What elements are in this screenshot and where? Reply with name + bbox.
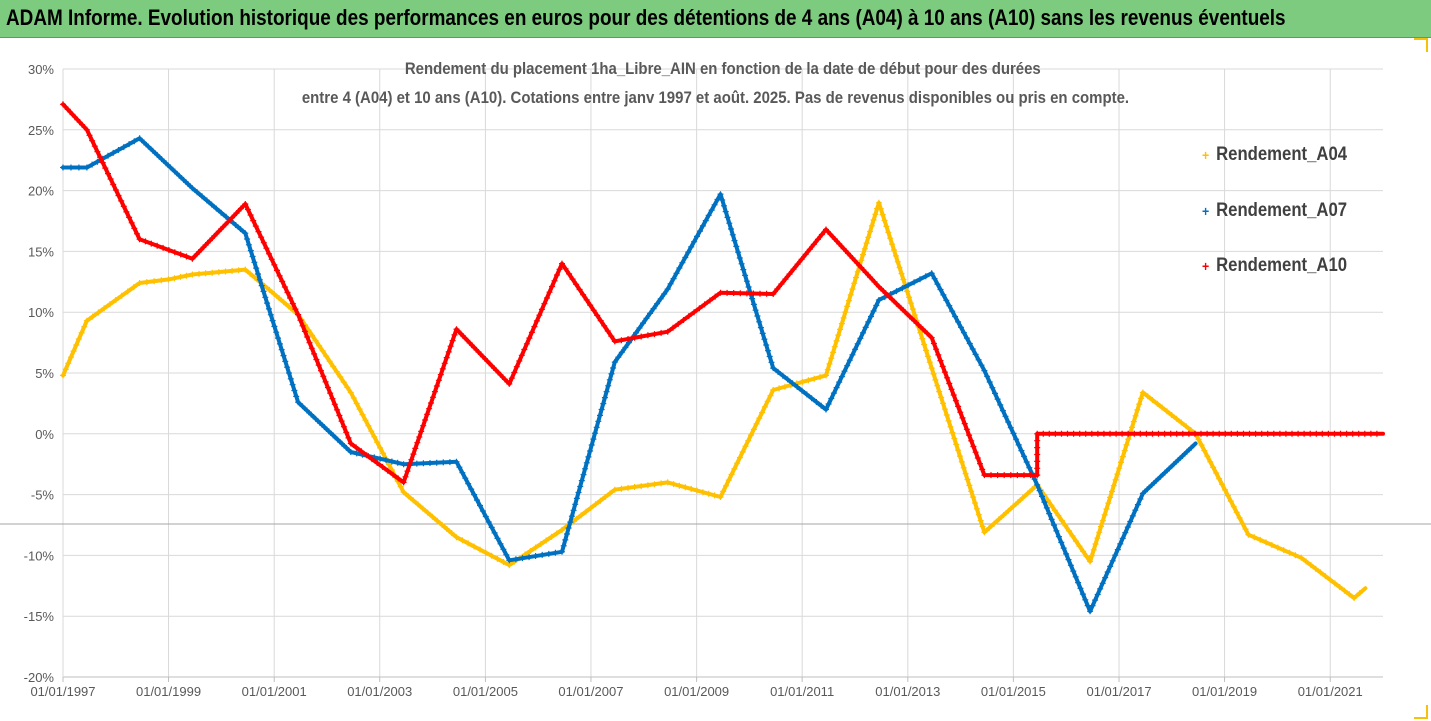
report-title: ADAM Informe. Evolution historique des p… [6,5,1286,30]
legend-item-a04: + Rendement_A04 [1202,144,1347,166]
y-tick-label: 15% [28,244,54,259]
legend-item-a10: + Rendement_A10 [1202,255,1347,277]
x-tick-label: 01/01/2011 [770,684,834,699]
y-tick-label: -10% [24,548,55,563]
line-chart: 30% 25% 20% 15% 10% 5% 0% -5% -10% -15% -20% 01/01… [0,62,1431,699]
x-tick-label: 01/01/2005 [453,684,518,699]
y-tick-label: 10% [28,305,54,320]
series-line-rendement-a07 [61,136,1198,614]
chart-title-line-1: Rendement du placement 1ha_Libre_AIN en … [404,59,1041,78]
legend-label-a07: Rendement_A07 [1216,200,1348,221]
x-tick-label: 01/01/2001 [242,684,307,699]
chart-area: 30% 25% 20% 15% 10% 5% 0% -5% -10% -15% -20% 01/01… [0,37,1431,721]
y-axis-ticks: 30% 25% 20% 15% 10% 5% 0% -5% -10% -15% -20% [24,62,55,685]
x-tick-label: 01/01/2015 [981,684,1046,699]
series-line-rendement-a04 [61,200,1368,600]
legend-label-a04: Rendement_A04 [1216,144,1348,165]
x-tick-label: 01/01/2007 [558,684,623,699]
x-tick-label: 01/01/2021 [1298,684,1363,699]
y-tick-label: -20% [24,670,55,685]
legend-marker-a04: + [1202,147,1210,163]
x-tick-label: 01/01/2013 [875,684,940,699]
y-tick-label: -15% [24,609,55,624]
y-tick-label: 5% [35,366,54,381]
x-tick-label: 01/01/2003 [347,684,412,699]
series-markers-rendement-a07 [60,135,1195,615]
x-tick-label: 01/01/2009 [664,684,729,699]
series-markers-rendement-a10 [60,101,1380,486]
x-tick-label: 01/01/2017 [1086,684,1151,699]
y-tick-label: 30% [28,62,54,77]
x-axis-ticks: 01/01/1997 01/01/1999 01/01/2001 01/01/2003… [30,684,1362,699]
x-tick-label: 01/01/1999 [136,684,201,699]
y-tick-label: 25% [28,123,54,138]
legend-marker-a10: + [1202,258,1210,274]
report-banner: ADAM Informe. Evolution historique des p… [0,0,1431,38]
y-tick-label: 20% [28,184,54,199]
frame-corner-top-right [1414,38,1428,52]
x-tick-label: 01/01/2019 [1192,684,1257,699]
series-lines [60,101,1385,615]
x-tick-label: 01/01/1997 [30,684,95,699]
y-tick-label: -5% [31,488,55,503]
legend-item-a07: + Rendement_A07 [1202,200,1347,222]
chart-title-line-2: entre 4 (A04) et 10 ans (A10). Cotations… [301,88,1130,107]
y-tick-label: 0% [35,427,54,442]
frame-corner-bottom-right [1414,705,1428,719]
legend-label-a10: Rendement_A10 [1216,255,1348,276]
legend-marker-a07: + [1202,203,1210,219]
